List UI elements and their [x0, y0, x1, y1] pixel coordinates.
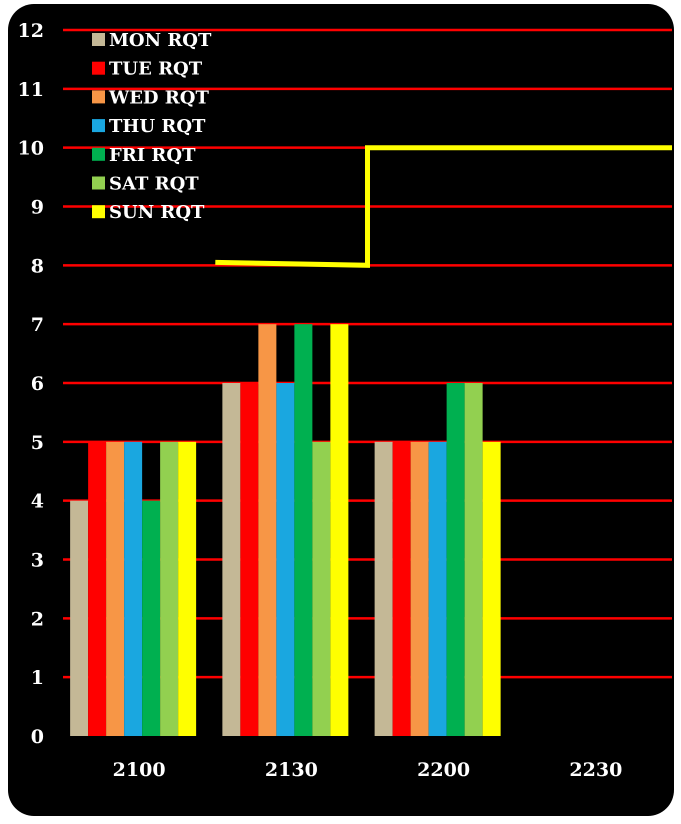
legend-swatch — [92, 176, 105, 190]
bar — [464, 383, 483, 736]
bar — [70, 500, 89, 736]
bar — [258, 324, 277, 736]
bar — [222, 383, 241, 736]
y-tick-label: 3 — [31, 550, 44, 572]
y-tick-label: 2 — [31, 608, 44, 630]
bar — [160, 441, 179, 736]
bar — [276, 383, 295, 736]
bars — [70, 324, 501, 736]
bar — [88, 441, 107, 736]
legend-label: SAT RQT — [109, 174, 199, 195]
bar — [178, 441, 197, 736]
bar — [124, 441, 143, 736]
bar — [428, 441, 447, 736]
x-tick-label: 2230 — [569, 759, 622, 781]
legend-label: TUE RQT — [109, 59, 203, 80]
bar — [330, 324, 349, 736]
step-line-path — [215, 145, 672, 268]
bar — [294, 324, 313, 736]
y-tick-label: 4 — [31, 491, 44, 513]
bar — [106, 441, 125, 736]
y-tick-label: 9 — [31, 197, 44, 219]
bar — [392, 441, 411, 736]
bar — [410, 441, 429, 736]
y-tick-label: 10 — [18, 138, 44, 160]
bar — [142, 500, 161, 736]
bar — [312, 441, 331, 736]
legend-label: SUN RQT — [109, 202, 205, 223]
bar — [240, 383, 259, 736]
bar — [482, 441, 501, 736]
x-tick-label: 2200 — [417, 759, 470, 781]
legend-label: THU RQT — [109, 116, 206, 137]
y-tick-label: 1 — [31, 667, 44, 689]
y-tick-label: 0 — [31, 726, 44, 748]
x-axis-ticks: 2100 2130 2200 2230 — [113, 759, 623, 781]
bar — [374, 441, 393, 736]
legend-swatch — [92, 90, 105, 104]
legend-label: WED RQT — [108, 87, 209, 108]
y-tick-label: 11 — [18, 79, 44, 101]
legend-swatch — [92, 33, 105, 46]
y-tick-label: 6 — [31, 373, 44, 395]
legend-label: MON RQT — [109, 30, 212, 51]
y-tick-label: 12 — [18, 20, 44, 42]
y-tick-label: 8 — [31, 255, 44, 277]
x-tick-label: 2100 — [113, 759, 166, 781]
legend-swatch — [92, 205, 105, 219]
legend-swatch — [92, 147, 105, 161]
y-tick-label: 5 — [31, 432, 44, 454]
y-tick-label: 7 — [31, 314, 44, 336]
legend-swatch — [92, 119, 105, 133]
step-line — [215, 145, 672, 268]
bar — [446, 383, 465, 736]
x-tick-label: 2130 — [265, 759, 318, 781]
legend-label: FRI RQT — [109, 145, 196, 166]
legend-swatch — [92, 61, 105, 75]
legend: MON RQT TUE RQT WED RQT THU RQT FRI RQT SAT R… — [92, 30, 212, 223]
